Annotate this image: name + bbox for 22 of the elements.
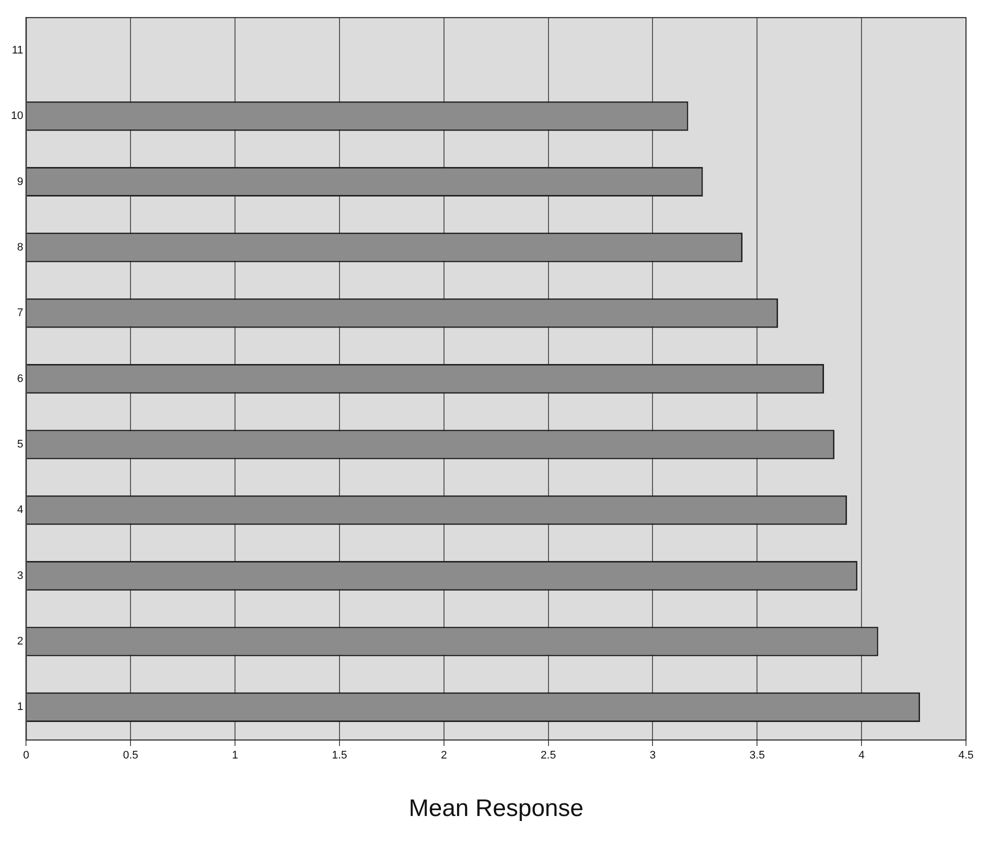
x-tick-label: 1.5 [332, 750, 348, 762]
y-tick-label: 7 [17, 307, 24, 320]
y-tick-label: 1 [17, 701, 24, 714]
y-tick-label: 10 [10, 110, 24, 122]
y-tick-label: 2 [17, 636, 24, 648]
y-tick-label: 3 [17, 570, 24, 582]
x-tick-label: 1 [232, 750, 238, 762]
x-tick-label: 3.5 [750, 750, 765, 762]
y-tick-label: 6 [17, 372, 24, 385]
y-tick-label: 8 [17, 241, 24, 254]
x-tick-label: 0.5 [123, 750, 138, 762]
x-tick-label: 0 [23, 750, 30, 762]
x-axis-title: Mean Response [408, 795, 584, 822]
x-tick-label: 2.5 [540, 750, 556, 762]
y-tick-label: 9 [17, 176, 24, 188]
x-tick-label: 3 [650, 750, 656, 762]
x-tick-label: 4 [858, 750, 865, 762]
y-tick-label: 5 [17, 438, 24, 451]
x-tick-label: 4.5 [958, 750, 974, 762]
x-tick-label: 2 [440, 750, 447, 762]
y-tick-label: 11 [12, 44, 24, 56]
y-tick-label: 4 [17, 504, 24, 516]
